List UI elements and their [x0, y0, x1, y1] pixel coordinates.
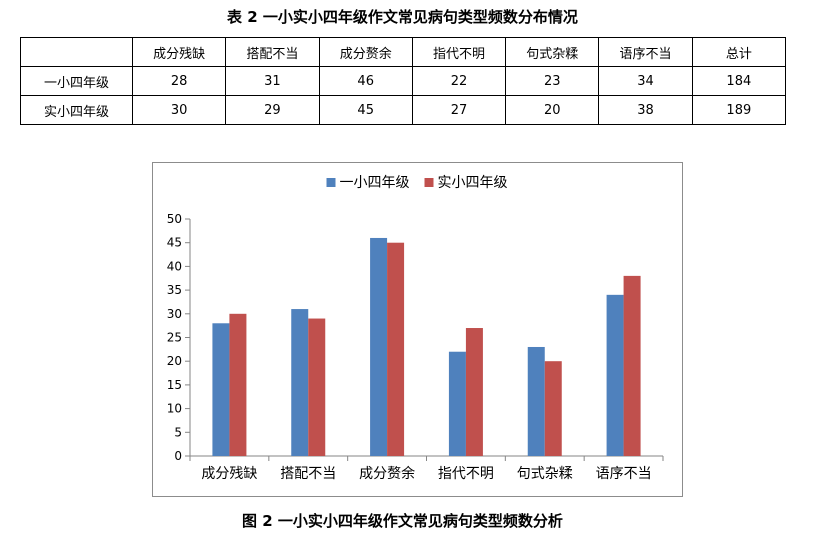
table-header-cell: 总计: [691, 37, 787, 67]
frequency-table: 成分残缺 搭配不当 成分赘余 指代不明 句式杂糅 语序不当 总计 一小四年级 2…: [20, 37, 787, 125]
y-tick-label: 10: [167, 402, 182, 416]
table-cell: 22: [411, 66, 507, 96]
x-tick-label: 成分赘余: [359, 465, 415, 482]
bar-chart-svg: 0 5 10 15 20 25 30 35 40 45 50 成分残缺 搭配不当 成分赘余 指代不明 句式杂糅…: [167, 175, 664, 482]
x-tick-label: 句式杂糅: [517, 465, 573, 482]
table-header-cell: 句式杂糅: [505, 37, 600, 67]
bar-series-2: [387, 242, 405, 456]
table-cell: 20: [505, 95, 600, 125]
y-tick-label: 0: [174, 449, 182, 463]
table-header-cell: 成分残缺: [131, 37, 227, 67]
table-cell: 23: [505, 66, 600, 96]
bar-series-1: [291, 309, 309, 456]
bar-series-2: [465, 328, 483, 456]
y-tick-label: 35: [167, 283, 182, 297]
table-row: 实小四年级 30 29 45 27 20 38 189: [20, 95, 787, 125]
y-tick-label: 15: [167, 378, 182, 392]
table-title: 表 2 一小实小四年级作文常见病句类型频数分布情况: [227, 8, 578, 26]
y-tick-label: 20: [167, 354, 182, 368]
table-row-label: 实小四年级: [20, 95, 133, 125]
bar-series-1: [448, 351, 466, 456]
table-row-label: 一小四年级: [20, 66, 133, 96]
table-cell: 46: [318, 66, 413, 96]
bar-series-2: [229, 313, 247, 456]
table-cell: 27: [411, 95, 507, 125]
bar-series-1: [606, 294, 624, 456]
x-tick-label: 成分残缺: [201, 466, 257, 482]
table-cell: 45: [318, 95, 413, 125]
table-cell: 38: [598, 95, 693, 125]
legend-swatch: [326, 178, 336, 187]
table-cell: 28: [131, 66, 227, 96]
y-tick-label: 25: [167, 331, 182, 345]
bar-series-2: [623, 275, 641, 456]
table-cell: 189: [691, 95, 787, 125]
y-tick-label: 5: [174, 425, 182, 439]
bar-chart: 0 5 10 15 20 25 30 35 40 45 50 成分残缺 搭配不当 成分赘余 指代不明 句式杂糅…: [152, 162, 683, 497]
bar-series-2: [308, 318, 326, 456]
table-cell: 31: [225, 66, 320, 96]
table-header-row: 成分残缺 搭配不当 成分赘余 指代不明 句式杂糅 语序不当 总计: [20, 37, 787, 67]
bar-series-1: [370, 237, 388, 456]
x-tick-label: 指代不明: [438, 466, 494, 482]
x-tick-label: 搭配不当: [280, 466, 336, 482]
table-header-cell: 成分赘余: [318, 37, 413, 67]
table-header-cell: 搭配不当: [225, 37, 320, 67]
bar-series-2: [544, 361, 562, 456]
bar-series-1: [212, 323, 230, 456]
table-cell: 34: [598, 66, 693, 96]
legend-label: 实小四年级: [438, 175, 508, 191]
legend-swatch: [424, 178, 434, 187]
y-tick-label: 45: [167, 236, 182, 250]
figure-caption: 图 2 一小实小四年级作文常见病句类型频数分析: [242, 512, 563, 530]
table-header-cell: 语序不当: [598, 37, 693, 67]
y-tick-label: 30: [167, 307, 182, 321]
table-cell: 29: [225, 95, 320, 125]
legend-label: 一小四年级: [340, 175, 410, 191]
y-tick-label: 50: [167, 212, 182, 226]
table-cell: 30: [131, 95, 227, 125]
bar-series-1: [527, 346, 545, 456]
table-header-cell: 指代不明: [411, 37, 507, 67]
x-tick-label: 语序不当: [596, 466, 652, 482]
y-tick-label: 40: [167, 259, 182, 273]
table-corner-cell: [20, 37, 133, 67]
table-cell: 184: [691, 66, 787, 96]
table-row: 一小四年级 28 31 46 22 23 34 184: [20, 66, 787, 96]
